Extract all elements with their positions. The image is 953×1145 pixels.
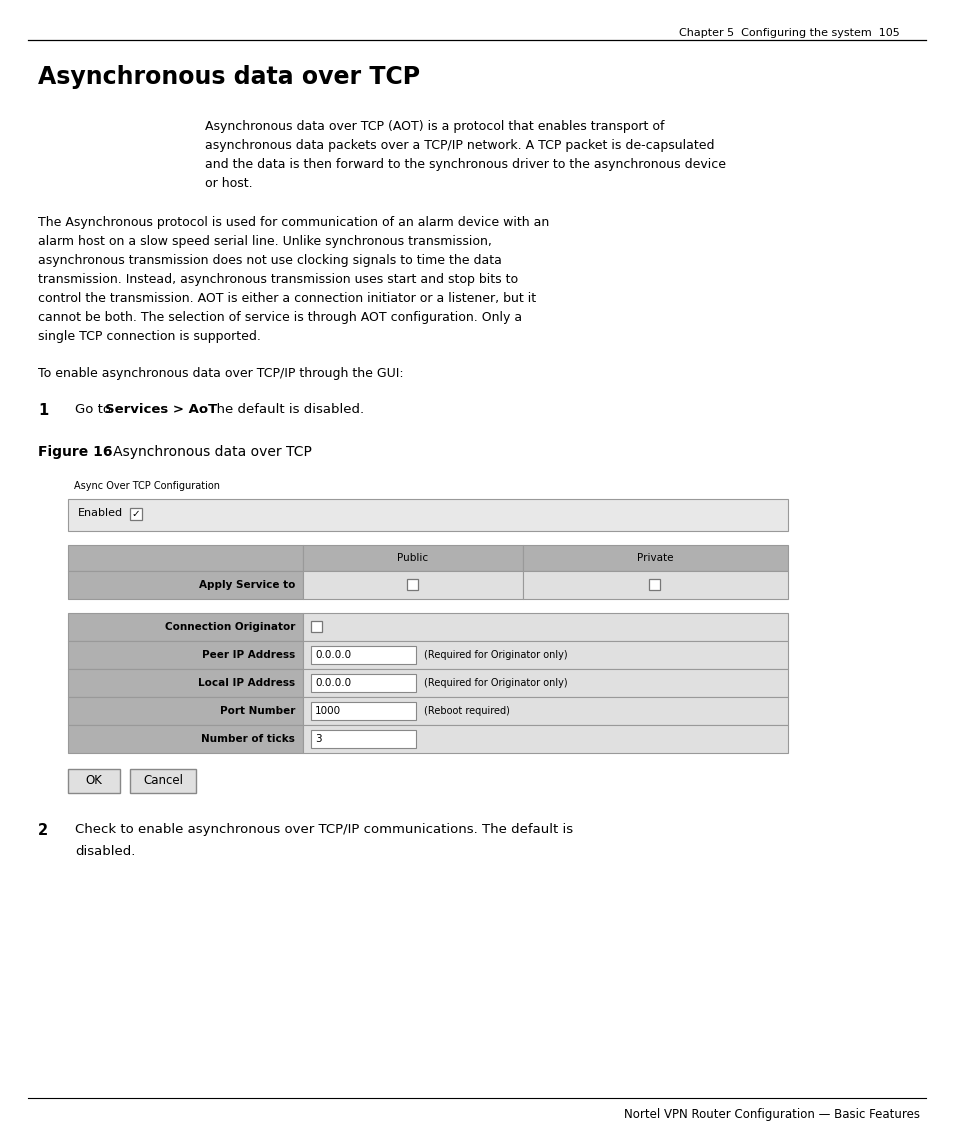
- Bar: [303, 669, 787, 697]
- Bar: [311, 731, 416, 748]
- Bar: [311, 674, 416, 692]
- Text: Public: Public: [397, 553, 428, 563]
- Bar: [303, 545, 522, 571]
- Bar: [407, 579, 417, 590]
- Bar: [68, 769, 120, 793]
- Text: Asynchronous data over TCP: Asynchronous data over TCP: [38, 65, 419, 89]
- Text: Connection Originator: Connection Originator: [165, 622, 294, 632]
- Bar: [303, 725, 787, 753]
- Bar: [303, 641, 787, 669]
- Bar: [303, 697, 787, 725]
- Text: 1000: 1000: [314, 706, 341, 716]
- Bar: [68, 725, 303, 753]
- Bar: [522, 545, 787, 571]
- Bar: [68, 499, 787, 531]
- Bar: [522, 571, 787, 599]
- Bar: [68, 613, 303, 641]
- Text: Figure 16: Figure 16: [38, 445, 112, 459]
- Text: OK: OK: [86, 774, 102, 788]
- Bar: [68, 571, 303, 599]
- Text: and the data is then forward to the synchronous driver to the asynchronous devic: and the data is then forward to the sync…: [205, 158, 725, 171]
- Bar: [311, 621, 322, 632]
- Bar: [303, 613, 787, 641]
- Text: Chapter 5  Configuring the system  105: Chapter 5 Configuring the system 105: [679, 27, 899, 38]
- Text: asynchronous data packets over a TCP/IP network. A TCP packet is de-capsulated: asynchronous data packets over a TCP/IP …: [205, 139, 714, 152]
- Text: 0.0.0.0: 0.0.0.0: [314, 650, 351, 660]
- Bar: [649, 579, 659, 590]
- Text: 0.0.0.0: 0.0.0.0: [314, 678, 351, 688]
- Text: Number of ticks: Number of ticks: [201, 734, 294, 744]
- Bar: [68, 641, 303, 669]
- Text: Async Over TCP Configuration: Async Over TCP Configuration: [74, 481, 220, 491]
- Text: Cancel: Cancel: [143, 774, 183, 788]
- Text: (Reboot required): (Reboot required): [423, 706, 509, 716]
- Text: Services > AoT: Services > AoT: [105, 403, 217, 416]
- Text: Asynchronous data over TCP (AOT) is a protocol that enables transport of: Asynchronous data over TCP (AOT) is a pr…: [205, 120, 664, 133]
- Text: (Required for Originator only): (Required for Originator only): [423, 678, 567, 688]
- Text: transmission. Instead, asynchronous transmission uses start and stop bits to: transmission. Instead, asynchronous tran…: [38, 273, 517, 286]
- Text: Asynchronous data over TCP: Asynchronous data over TCP: [100, 445, 312, 459]
- Text: . The default is disabled.: . The default is disabled.: [200, 403, 364, 416]
- Bar: [130, 769, 195, 793]
- Text: Port Number: Port Number: [219, 706, 294, 716]
- Bar: [311, 646, 416, 664]
- Bar: [303, 571, 522, 599]
- Text: Private: Private: [637, 553, 673, 563]
- Text: Nortel VPN Router Configuration — Basic Features: Nortel VPN Router Configuration — Basic …: [623, 1108, 919, 1121]
- Bar: [311, 702, 416, 720]
- Bar: [130, 508, 142, 520]
- Text: 1: 1: [38, 403, 49, 418]
- Text: single TCP connection is supported.: single TCP connection is supported.: [38, 330, 260, 344]
- Text: asynchronous transmission does not use clocking signals to time the data: asynchronous transmission does not use c…: [38, 254, 501, 267]
- Bar: [68, 697, 303, 725]
- Text: alarm host on a slow speed serial line. Unlike synchronous transmission,: alarm host on a slow speed serial line. …: [38, 235, 492, 248]
- Text: Apply Service to: Apply Service to: [198, 581, 294, 590]
- Text: Check to enable asynchronous over TCP/IP communications. The default is: Check to enable asynchronous over TCP/IP…: [75, 823, 573, 836]
- Text: 2: 2: [38, 823, 48, 838]
- Text: Local IP Address: Local IP Address: [197, 678, 294, 688]
- Text: control the transmission. AOT is either a connection initiator or a listener, bu: control the transmission. AOT is either …: [38, 292, 536, 305]
- Bar: [68, 669, 303, 697]
- Text: The Asynchronous protocol is used for communication of an alarm device with an: The Asynchronous protocol is used for co…: [38, 216, 549, 229]
- Text: 3: 3: [314, 734, 321, 744]
- Bar: [68, 545, 303, 571]
- Text: Peer IP Address: Peer IP Address: [201, 650, 294, 660]
- Text: or host.: or host.: [205, 177, 253, 190]
- Text: (Required for Originator only): (Required for Originator only): [423, 650, 567, 660]
- Text: ✓: ✓: [131, 510, 139, 519]
- Text: disabled.: disabled.: [75, 845, 135, 858]
- Text: To enable asynchronous data over TCP/IP through the GUI:: To enable asynchronous data over TCP/IP …: [38, 368, 403, 380]
- Text: Enabled: Enabled: [78, 508, 123, 518]
- Text: cannot be both. The selection of service is through AOT configuration. Only a: cannot be both. The selection of service…: [38, 311, 521, 324]
- Text: Go to: Go to: [75, 403, 115, 416]
